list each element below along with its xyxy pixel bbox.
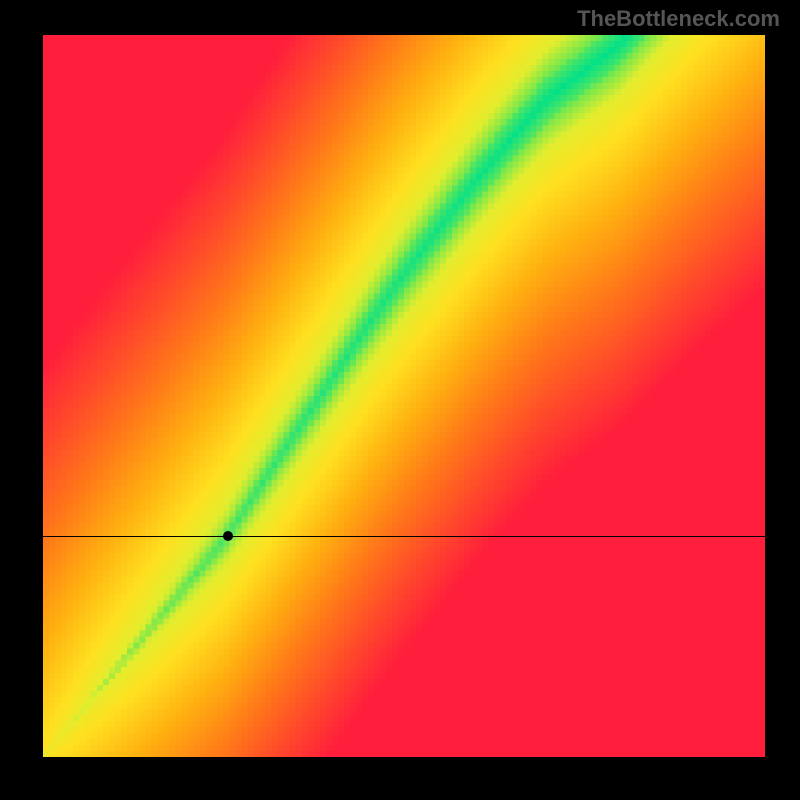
crosshair-vertical	[228, 757, 229, 800]
heatmap-canvas	[43, 35, 765, 757]
attribution-label: TheBottleneck.com	[577, 6, 780, 32]
chart-container: TheBottleneck.com	[0, 0, 800, 800]
plot-area	[43, 35, 765, 757]
